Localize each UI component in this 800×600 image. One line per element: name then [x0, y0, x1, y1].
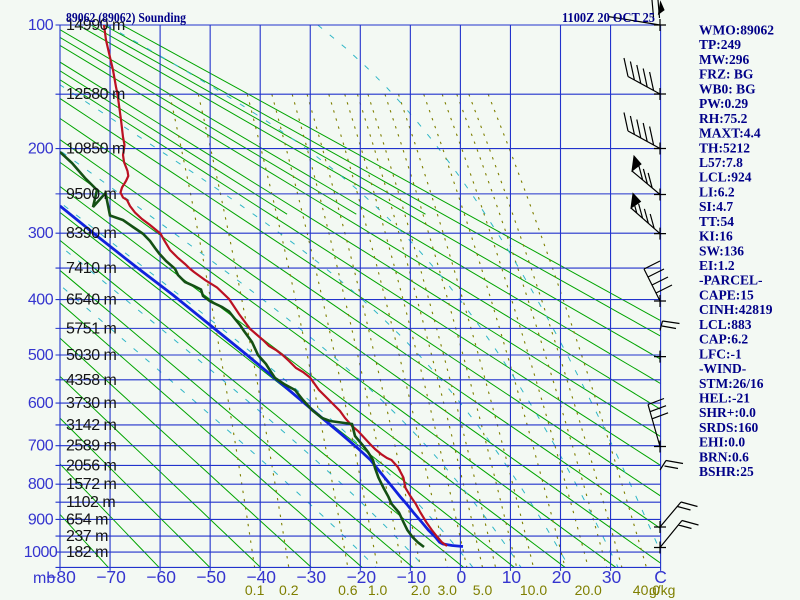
svg-text:14990 m: 14990 m: [66, 17, 125, 34]
svg-text:1100Z 20 OCT 25: 1100Z 20 OCT 25: [562, 11, 655, 26]
svg-text:654 m: 654 m: [66, 511, 108, 528]
svg-text:STM:26/16: STM:26/16: [699, 376, 764, 391]
svg-text:CINH:42819: CINH:42819: [699, 302, 773, 317]
svg-text:mb: mb: [33, 570, 55, 587]
svg-text:4358 m: 4358 m: [66, 372, 117, 389]
svg-text:L57:7.8: L57:7.8: [699, 155, 743, 170]
svg-text:EI:1.2: EI:1.2: [699, 258, 735, 273]
svg-text:WB0: BG: WB0: BG: [699, 81, 756, 96]
svg-text:900: 900: [28, 511, 54, 528]
svg-text:−70: −70: [96, 567, 126, 587]
svg-text:3730 m: 3730 m: [66, 395, 117, 412]
svg-text:PW:0.29: PW:0.29: [699, 96, 748, 111]
svg-text:300: 300: [28, 225, 54, 242]
svg-text:1000: 1000: [24, 544, 58, 561]
svg-text:BSHR:25: BSHR:25: [699, 464, 754, 479]
svg-text:−50: −50: [196, 567, 226, 587]
svg-text:RH:75.2: RH:75.2: [699, 111, 748, 126]
svg-text:WMO:89062: WMO:89062: [699, 23, 774, 38]
svg-text:10: 10: [502, 567, 522, 587]
svg-text:800: 800: [28, 476, 54, 493]
svg-text:-WIND-: -WIND-: [699, 361, 746, 376]
svg-text:10.0: 10.0: [520, 582, 547, 598]
svg-text:700: 700: [28, 438, 54, 455]
svg-text:−80: −80: [46, 567, 76, 587]
svg-text:3142 m: 3142 m: [66, 417, 117, 434]
svg-text:−20: −20: [346, 567, 376, 587]
svg-text:20: 20: [552, 567, 572, 587]
svg-text:−10: −10: [397, 567, 427, 587]
svg-text:LCL:924: LCL:924: [699, 170, 752, 185]
svg-text:CAP:6.2: CAP:6.2: [699, 332, 748, 347]
svg-text:3.0: 3.0: [438, 582, 458, 598]
svg-text:89062 (89062) Sounding: 89062 (89062) Sounding: [66, 11, 186, 26]
svg-text:2.0: 2.0: [411, 582, 431, 598]
svg-text:600: 600: [28, 395, 54, 412]
svg-text:5030 m: 5030 m: [66, 347, 117, 364]
svg-text:FRZ: BG: FRZ: BG: [699, 67, 754, 82]
svg-text:−40: −40: [246, 567, 276, 587]
svg-text:0.2: 0.2: [279, 582, 299, 598]
svg-text:100: 100: [28, 17, 54, 34]
svg-text:LFC:-1: LFC:-1: [699, 346, 742, 361]
svg-text:1.0: 1.0: [368, 582, 388, 598]
svg-text:TP:249: TP:249: [699, 37, 741, 52]
svg-text:EHI:0.0: EHI:0.0: [699, 435, 745, 450]
svg-text:SI:4.7: SI:4.7: [699, 199, 733, 214]
svg-text:10850 m: 10850 m: [66, 141, 125, 158]
svg-text:1572 m: 1572 m: [66, 476, 117, 493]
svg-text:5.0: 5.0: [473, 582, 493, 598]
svg-text:C: C: [654, 567, 667, 587]
svg-text:−60: −60: [146, 567, 176, 587]
svg-text:400: 400: [28, 292, 54, 309]
svg-text:CAPE:15: CAPE:15: [699, 287, 754, 302]
svg-text:1102 m: 1102 m: [66, 494, 115, 511]
svg-text:HEL:-21: HEL:-21: [699, 391, 750, 406]
svg-text:g/kg: g/kg: [649, 582, 675, 598]
svg-text:20.0: 20.0: [575, 582, 602, 598]
svg-text:182 m: 182 m: [66, 544, 108, 561]
svg-text:SW:136: SW:136: [699, 243, 744, 258]
svg-text:2056 m: 2056 m: [66, 457, 117, 474]
svg-text:TT:54: TT:54: [699, 214, 734, 229]
svg-text:7410 m: 7410 m: [66, 260, 117, 277]
svg-text:200: 200: [28, 141, 54, 158]
svg-text:MAXT:4.4: MAXT:4.4: [699, 126, 761, 141]
svg-text:2589 m: 2589 m: [66, 438, 117, 455]
svg-text:0: 0: [457, 567, 467, 587]
svg-text:0.6: 0.6: [338, 582, 358, 598]
svg-text:LI:6.2: LI:6.2: [699, 184, 735, 199]
svg-text:12580 m: 12580 m: [66, 86, 125, 103]
svg-text:KI:16: KI:16: [699, 229, 733, 244]
svg-text:SHR+:0.0: SHR+:0.0: [699, 405, 756, 420]
svg-text:SRDS:160: SRDS:160: [699, 420, 759, 435]
svg-text:−30: −30: [296, 567, 326, 587]
svg-text:0.1: 0.1: [245, 582, 265, 598]
svg-text:40.0: 40.0: [633, 582, 660, 598]
svg-text:BRN:0.6: BRN:0.6: [699, 449, 749, 464]
svg-text:5751 m: 5751 m: [66, 320, 117, 337]
svg-text:6540 m: 6540 m: [66, 292, 117, 309]
svg-text:MW:296: MW:296: [699, 52, 749, 67]
svg-text:9500 m: 9500 m: [66, 186, 117, 203]
svg-text:LCL:883: LCL:883: [699, 317, 752, 332]
svg-text:237 m: 237 m: [66, 528, 108, 545]
svg-text:TH:5212: TH:5212: [699, 140, 750, 155]
svg-text:500: 500: [28, 347, 54, 364]
svg-text:8390 m: 8390 m: [66, 225, 117, 242]
svg-text:-PARCEL-: -PARCEL-: [699, 273, 763, 288]
svg-text:30: 30: [602, 567, 622, 587]
